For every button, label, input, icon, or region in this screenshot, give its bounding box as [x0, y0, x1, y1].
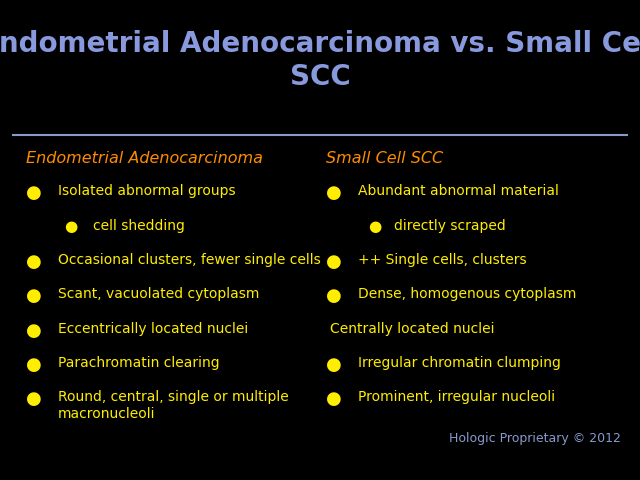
Text: Parachromatin clearing: Parachromatin clearing: [58, 356, 220, 370]
Text: ●: ●: [26, 322, 42, 340]
Text: Irregular chromatin clumping: Irregular chromatin clumping: [358, 356, 561, 370]
Text: directly scraped: directly scraped: [394, 218, 506, 233]
Text: cell shedding: cell shedding: [93, 218, 185, 233]
Text: Small Cell SCC: Small Cell SCC: [326, 151, 444, 166]
Text: Round, central, single or multiple
macronucleoli: Round, central, single or multiple macro…: [58, 390, 289, 420]
Text: ●: ●: [326, 390, 342, 408]
Text: ●: ●: [26, 356, 42, 374]
Text: ++ Single cells, clusters: ++ Single cells, clusters: [358, 253, 527, 267]
Text: ●: ●: [326, 288, 342, 305]
Text: ●: ●: [26, 390, 42, 408]
Text: ●: ●: [326, 184, 342, 202]
Text: ●: ●: [26, 184, 42, 202]
Text: Endometrial Adenocarcinoma: Endometrial Adenocarcinoma: [26, 151, 262, 166]
Text: Hologic Proprietary © 2012: Hologic Proprietary © 2012: [449, 432, 621, 445]
Text: Eccentrically located nuclei: Eccentrically located nuclei: [58, 322, 248, 336]
Text: ●: ●: [64, 218, 77, 234]
Text: Occasional clusters, fewer single cells: Occasional clusters, fewer single cells: [58, 253, 321, 267]
Text: Isolated abnormal groups: Isolated abnormal groups: [58, 184, 236, 198]
Text: ●: ●: [26, 288, 42, 305]
Text: Dense, homogenous cytoplasm: Dense, homogenous cytoplasm: [358, 288, 577, 301]
Text: ●: ●: [26, 253, 42, 271]
Text: Endometrial Adenocarcinoma vs. Small Cell
SCC: Endometrial Adenocarcinoma vs. Small Cel…: [0, 30, 640, 91]
Text: ●: ●: [326, 356, 342, 374]
Text: Abundant abnormal material: Abundant abnormal material: [358, 184, 559, 198]
Text: Prominent, irregular nucleoli: Prominent, irregular nucleoli: [358, 390, 556, 405]
Text: Scant, vacuolated cytoplasm: Scant, vacuolated cytoplasm: [58, 288, 259, 301]
Text: ●: ●: [368, 218, 381, 234]
Text: Centrally located nuclei: Centrally located nuclei: [330, 322, 494, 336]
Text: ●: ●: [326, 253, 342, 271]
